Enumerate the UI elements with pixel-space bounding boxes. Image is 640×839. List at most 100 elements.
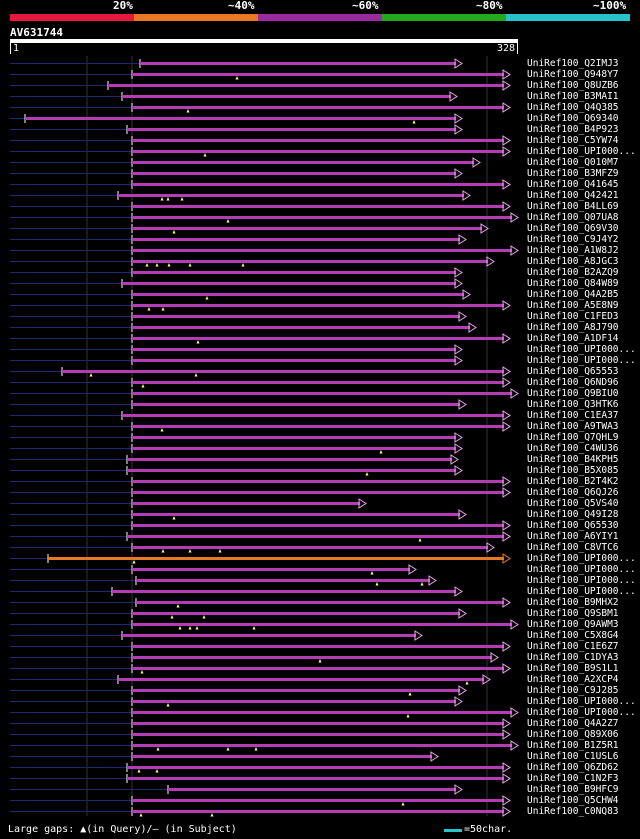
hit-label[interactable]: UniRef100_Q8UZB6: [527, 80, 619, 91]
hit-label[interactable]: UniRef100_Q84W89: [527, 278, 619, 289]
hit-label[interactable]: UniRef100_C1N2F3: [527, 773, 619, 784]
hit-row[interactable]: UniRef100_B5X085: [0, 465, 640, 476]
hit-label[interactable]: UniRef100_Q9SBM1: [527, 608, 619, 619]
hit-row[interactable]: UniRef100_UPI000...: [0, 146, 640, 157]
hit-label[interactable]: UniRef100_UPI000...: [527, 707, 636, 718]
hit-label[interactable]: UniRef100_UPI000...: [527, 355, 636, 366]
hit-row[interactable]: UniRef100_Q5VS40: [0, 498, 640, 509]
hit-label[interactable]: UniRef100_B4LL69: [527, 201, 619, 212]
hit-label[interactable]: UniRef100_Q5CHW4: [527, 795, 619, 806]
hit-row[interactable]: UniRef100_Q7QHL9: [0, 432, 640, 443]
hit-row[interactable]: UniRef100_B2AZQ9: [0, 267, 640, 278]
hit-row[interactable]: UniRef100_B9MHX2: [0, 597, 640, 608]
hit-label[interactable]: UniRef100_C9J285: [527, 685, 619, 696]
hit-row[interactable]: UniRef100_UPI000...: [0, 586, 640, 597]
hit-row[interactable]: UniRef100_C0NQ83: [0, 806, 640, 817]
hit-label[interactable]: UniRef100_Q3HTK6: [527, 399, 619, 410]
hit-label[interactable]: UniRef100_C9J4Y2: [527, 234, 619, 245]
hit-row[interactable]: UniRef100_Q9SBM1: [0, 608, 640, 619]
hit-label[interactable]: UniRef100_Q4A2Z7: [527, 718, 619, 729]
hit-label[interactable]: UniRef100_Q6ND96: [527, 377, 619, 388]
hit-label[interactable]: UniRef100_B2T4K2: [527, 476, 619, 487]
hit-label[interactable]: UniRef100_Q07UA8: [527, 212, 619, 223]
hit-label[interactable]: UniRef100_UPI000...: [527, 586, 636, 597]
hit-row[interactable]: UniRef100_A9TWA3: [0, 421, 640, 432]
hit-row[interactable]: UniRef100_UPI000...: [0, 696, 640, 707]
hit-label[interactable]: UniRef100_B4P923: [527, 124, 619, 135]
hit-label[interactable]: UniRef100_B9HFC9: [527, 784, 619, 795]
hit-row[interactable]: UniRef100_Q42421: [0, 190, 640, 201]
hit-label[interactable]: UniRef100_B2AZQ9: [527, 267, 619, 278]
hit-row[interactable]: UniRef100_Q6ND96: [0, 377, 640, 388]
hit-row[interactable]: UniRef100_C5YW74: [0, 135, 640, 146]
hit-row[interactable]: UniRef100_UPI000...: [0, 575, 640, 586]
hit-row[interactable]: UniRef100_A8JGC3: [0, 256, 640, 267]
hit-label[interactable]: UniRef100_C1E6Z7: [527, 641, 619, 652]
hit-row[interactable]: UniRef100_A6YIY1: [0, 531, 640, 542]
hit-label[interactable]: UniRef100_B3MAI1: [527, 91, 619, 102]
hit-row[interactable]: UniRef100_Q9AWM3: [0, 619, 640, 630]
hit-label[interactable]: UniRef100_Q65553: [527, 366, 619, 377]
hit-row[interactable]: UniRef100_Q2IMJ3: [0, 58, 640, 69]
hit-row[interactable]: UniRef100_Q948Y7: [0, 69, 640, 80]
hit-row[interactable]: UniRef100_C4WU36: [0, 443, 640, 454]
hit-label[interactable]: UniRef100_A5E8N9: [527, 300, 619, 311]
hit-row[interactable]: UniRef100_C9J285: [0, 685, 640, 696]
hit-label[interactable]: UniRef100_UPI000...: [527, 553, 636, 564]
hit-row[interactable]: UniRef100_Q65530: [0, 520, 640, 531]
hit-row[interactable]: UniRef100_Q3HTK6: [0, 399, 640, 410]
hit-row[interactable]: UniRef100_UPI000...: [0, 553, 640, 564]
hit-row[interactable]: UniRef100_B3MAI1: [0, 91, 640, 102]
hit-row[interactable]: UniRef100_Q41645: [0, 179, 640, 190]
hit-label[interactable]: UniRef100_B1Z5R1: [527, 740, 619, 751]
hit-row[interactable]: UniRef100_Q65553: [0, 366, 640, 377]
hit-row[interactable]: UniRef100_Q4A2B5: [0, 289, 640, 300]
hit-label[interactable]: UniRef100_C0NQ83: [527, 806, 619, 817]
hit-row[interactable]: UniRef100_C5X8G4: [0, 630, 640, 641]
hit-row[interactable]: UniRef100_B4P923: [0, 124, 640, 135]
hit-label[interactable]: UniRef100_Q49I28: [527, 509, 619, 520]
hit-row[interactable]: UniRef100_C8VTC6: [0, 542, 640, 553]
hit-label[interactable]: UniRef100_C5X8G4: [527, 630, 619, 641]
hit-label[interactable]: UniRef100_Q6ZD62: [527, 762, 619, 773]
hit-row[interactable]: UniRef100_Q8UZB6: [0, 80, 640, 91]
hit-label[interactable]: UniRef100_B9MHX2: [527, 597, 619, 608]
hit-label[interactable]: UniRef100_Q65530: [527, 520, 619, 531]
hit-row[interactable]: UniRef100_Q69340: [0, 113, 640, 124]
hit-row[interactable]: UniRef100_C1N2F3: [0, 773, 640, 784]
hit-row[interactable]: UniRef100_Q9BIU0: [0, 388, 640, 399]
hit-label[interactable]: UniRef100_C4WU36: [527, 443, 619, 454]
hit-label[interactable]: UniRef100_A8JGC3: [527, 256, 619, 267]
hit-row[interactable]: UniRef100_A1W8J2: [0, 245, 640, 256]
hit-label[interactable]: UniRef100_Q4A2B5: [527, 289, 619, 300]
hit-label[interactable]: UniRef100_C1DYA3: [527, 652, 619, 663]
hit-row[interactable]: UniRef100_B9S1L1: [0, 663, 640, 674]
hit-row[interactable]: UniRef100_A1DF14: [0, 333, 640, 344]
hit-row[interactable]: UniRef100_Q010M7: [0, 157, 640, 168]
hit-label[interactable]: UniRef100_Q948Y7: [527, 69, 619, 80]
hit-label[interactable]: UniRef100_B4KPH5: [527, 454, 619, 465]
hit-row[interactable]: UniRef100_B3MFZ9: [0, 168, 640, 179]
hit-label[interactable]: UniRef100_C5YW74: [527, 135, 619, 146]
hit-row[interactable]: UniRef100_A5E8N9: [0, 300, 640, 311]
hit-label[interactable]: UniRef100_UPI000...: [527, 696, 636, 707]
hit-label[interactable]: UniRef100_UPI000...: [527, 575, 636, 586]
hit-row[interactable]: UniRef100_Q07UA8: [0, 212, 640, 223]
hit-row[interactable]: UniRef100_Q4Q385: [0, 102, 640, 113]
hit-row[interactable]: UniRef100_UPI000...: [0, 355, 640, 366]
hit-label[interactable]: UniRef100_Q9AWM3: [527, 619, 619, 630]
hit-row[interactable]: UniRef100_B4LL69: [0, 201, 640, 212]
hit-row[interactable]: UniRef100_Q49I28: [0, 509, 640, 520]
hit-label[interactable]: UniRef100_Q7QHL9: [527, 432, 619, 443]
hit-label[interactable]: UniRef100_A2XCP4: [527, 674, 619, 685]
hit-label[interactable]: UniRef100_UPI000...: [527, 344, 636, 355]
hit-row[interactable]: UniRef100_Q6QJ26: [0, 487, 640, 498]
hit-row[interactable]: UniRef100_Q89X06: [0, 729, 640, 740]
hit-label[interactable]: UniRef100_Q41645: [527, 179, 619, 190]
hit-label[interactable]: UniRef100_Q9BIU0: [527, 388, 619, 399]
hit-label[interactable]: UniRef100_Q5VS40: [527, 498, 619, 509]
hit-label[interactable]: UniRef100_C1FED3: [527, 311, 619, 322]
hit-row[interactable]: UniRef100_B4KPH5: [0, 454, 640, 465]
hit-label[interactable]: UniRef100_A1W8J2: [527, 245, 619, 256]
hit-row[interactable]: UniRef100_Q4A2Z7: [0, 718, 640, 729]
